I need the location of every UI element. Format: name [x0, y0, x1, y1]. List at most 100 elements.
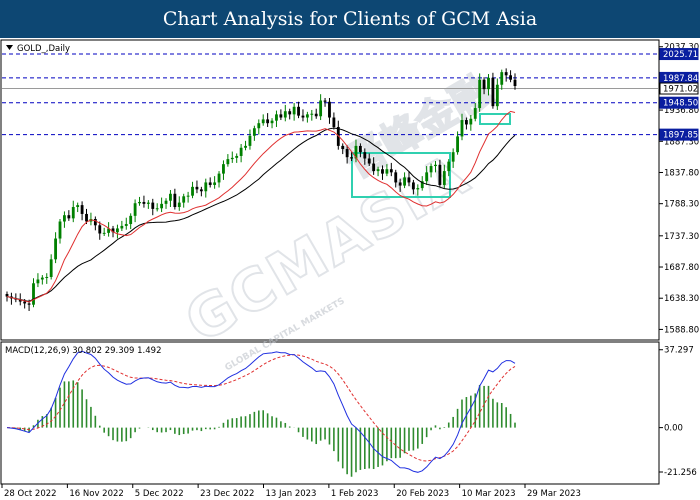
chart-title: Chart Analysis for Clients of GCM Asia [162, 8, 538, 30]
candle-body [252, 128, 256, 136]
price-tick-label: 2037.30 [664, 43, 699, 53]
candle-body [367, 158, 371, 164]
candle-body [442, 171, 446, 185]
price-panel-frame [0, 39, 660, 341]
macd-histogram [10, 380, 516, 477]
candle-body [49, 259, 53, 277]
time-tick-label: 29 Mar 2023 [527, 489, 581, 499]
candle-body [63, 215, 66, 222]
symbol-dropdown-icon[interactable] [6, 45, 13, 50]
candle-body [305, 114, 309, 118]
level-tag-box [659, 82, 699, 95]
ma-slow-line [6, 127, 516, 303]
candle-body [222, 164, 225, 174]
candle-body [230, 157, 234, 160]
candle-body [261, 119, 265, 124]
candle-body [129, 215, 133, 225]
candle-body [257, 123, 261, 129]
candle-body [173, 193, 177, 208]
candle-body [350, 157, 353, 159]
candle-body [420, 181, 424, 189]
candle-body [244, 145, 247, 148]
candle-body [341, 145, 345, 150]
candle-body [438, 164, 442, 185]
level-lines [2, 53, 658, 136]
candle-body [328, 101, 331, 118]
level-tag-label: 1948.50 [663, 99, 698, 109]
candle-body [23, 301, 27, 304]
candle-body [116, 228, 119, 233]
candle-body [186, 195, 190, 197]
candle-body [239, 147, 243, 156]
candle-body [151, 202, 155, 209]
candle-body [208, 182, 212, 185]
candle-body [451, 152, 455, 162]
candle-body [27, 303, 31, 305]
candle-body [155, 208, 159, 210]
macd-tick-label: -21.256 [664, 468, 697, 478]
candle-body [76, 205, 80, 208]
candle-body [416, 188, 420, 190]
candle-body [124, 224, 128, 226]
level-tag-label: 1897.85 [663, 131, 698, 141]
candle-body [398, 182, 402, 186]
candle-body [32, 283, 35, 305]
level-tag-box [659, 96, 699, 109]
price-tick-label: 1887.30 [664, 137, 699, 147]
candle-body [5, 293, 9, 297]
candle-body [411, 182, 415, 190]
candles [5, 68, 517, 312]
candle-body [270, 120, 274, 124]
consolidation-box-lower [351, 152, 451, 198]
candle-body [385, 169, 389, 174]
candle-body [354, 145, 358, 159]
candle-body [288, 111, 292, 115]
candle-body [93, 218, 97, 226]
candle-body [407, 177, 411, 183]
candle-body [469, 118, 473, 125]
price-tick-label: 1837.80 [664, 168, 699, 178]
candle-body [160, 203, 164, 209]
ma-fast-line [6, 110, 516, 303]
time-axis: 28 Oct 2022 16 Nov 2022 5 Dec 2022 23 Dec 2… [1, 484, 581, 499]
macd-axis: 37.297 0.00 -21.256 [659, 346, 697, 478]
candle-body [500, 72, 504, 85]
candle-body [85, 213, 88, 222]
macd-tick-label: 0.00 [664, 424, 683, 434]
chart-area: GCMASIA 晋峰金融 GLOBAL CAPITAL MARKETS GOLD… [0, 39, 699, 499]
candle-body [447, 161, 451, 172]
candle-body [18, 299, 22, 302]
candle-body [169, 193, 172, 201]
candle-body [301, 115, 305, 118]
candle-body [429, 166, 433, 173]
candle-body [120, 225, 124, 229]
candle-body [67, 215, 71, 219]
price-tick-label: 1936.80 [664, 106, 699, 116]
candle-body [182, 196, 186, 203]
candle-body [403, 177, 406, 186]
candle-body [142, 201, 146, 204]
candle-body [164, 200, 168, 204]
macd-panel-frame [0, 341, 660, 485]
price-tick-label: 1788.30 [664, 200, 699, 210]
candle-body [204, 182, 208, 192]
candle-body [345, 149, 349, 158]
candle-body [283, 111, 287, 118]
candle-body [310, 113, 314, 115]
price-tick-label: 1638.30 [664, 294, 699, 304]
candle-body [102, 232, 106, 234]
candle-body [133, 203, 137, 216]
time-tick-label: 28 Oct 2022 [4, 489, 57, 499]
candle-body [146, 202, 150, 204]
candle-body [217, 173, 221, 183]
candle-body [513, 79, 517, 87]
candle-body [36, 279, 40, 284]
level-tag-label: 2025.71 [663, 50, 698, 60]
time-tick-label: 16 Nov 2022 [69, 489, 123, 499]
candle-body [487, 77, 490, 90]
candle-body [394, 172, 398, 183]
time-tick-label: 13 Jan 2023 [266, 489, 317, 499]
candle-body [199, 189, 203, 192]
